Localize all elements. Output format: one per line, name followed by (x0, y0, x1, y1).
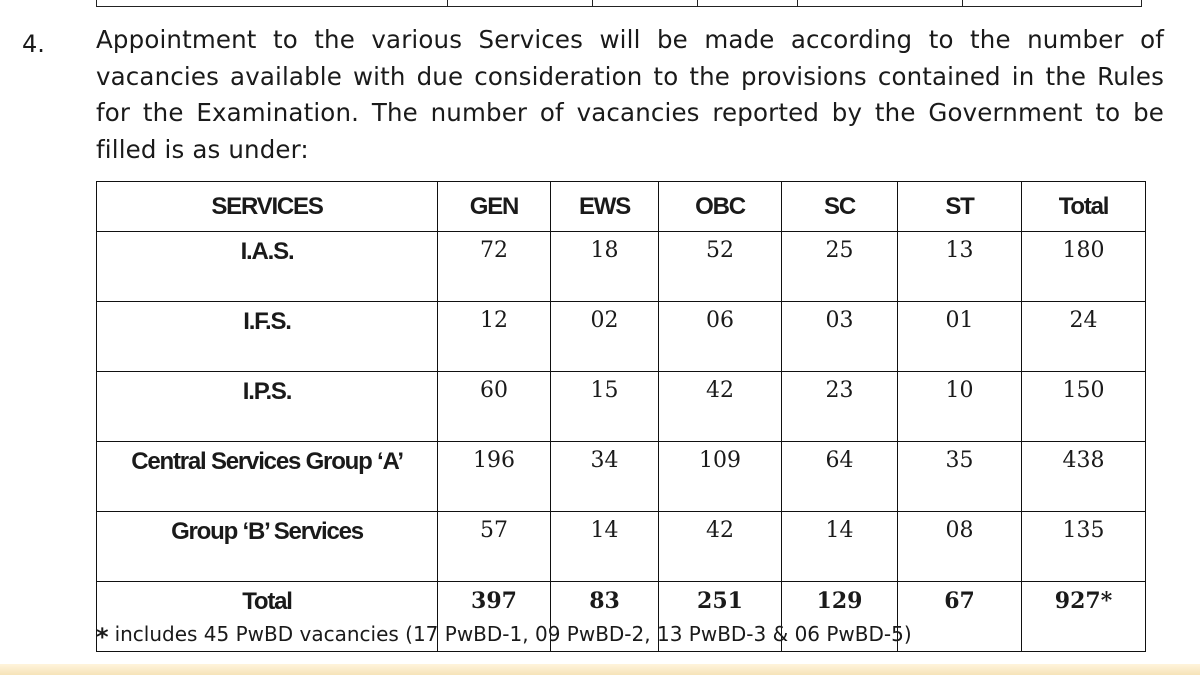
footnote: * includes 45 PwBD vacancies (17 PwBD-1, … (96, 620, 912, 651)
cell-sc: 64 (781, 441, 898, 512)
cell-sc: 23 (781, 371, 898, 442)
cell-gen: 60 (437, 371, 551, 442)
vacancies-table: SERVICES GEN EWS OBC SC ST Total I.A.S. … (96, 181, 1146, 652)
cell-sc: 14 (781, 511, 898, 582)
paragraph-number: 4. (22, 30, 45, 58)
cell-sc: 03 (781, 301, 898, 372)
total-obc: 251 (658, 581, 782, 652)
table-row: I.A.S. 72 18 52 25 13 180 (96, 231, 1146, 302)
header-services: SERVICES (96, 181, 438, 232)
header-total: Total (1021, 181, 1146, 232)
header-sc: SC (781, 181, 898, 232)
cell-obc: 109 (658, 441, 782, 512)
cell-gen: 196 (437, 441, 551, 512)
footnote-marker: * (96, 623, 109, 651)
header-gen: GEN (437, 181, 551, 232)
header-ews: EWS (550, 181, 659, 232)
cell-total: 438 (1021, 441, 1146, 512)
cell-obc: 06 (658, 301, 782, 372)
cell-total: 150 (1021, 371, 1146, 442)
cell-st: 01 (897, 301, 1022, 372)
total-gen: 397 (437, 581, 551, 652)
cell-gen: 72 (437, 231, 551, 302)
total-st: 67 (897, 581, 1022, 652)
total-label: Total (96, 581, 438, 652)
table-header-row: SERVICES GEN EWS OBC SC ST Total (96, 181, 1146, 232)
cell-total: 180 (1021, 231, 1146, 302)
cell-gen: 57 (437, 511, 551, 582)
table-row: Central Services Group ‘A’ 196 34 109 64… (96, 441, 1146, 512)
previous-table-bottom-edge (96, 0, 1142, 7)
cell-ews: 02 (550, 301, 659, 372)
header-st: ST (897, 181, 1022, 232)
service-name: Group ‘B’ Services (96, 511, 438, 582)
total-row: Total 397 83 251 129 67 927* (96, 581, 1146, 652)
total-sc: 129 (781, 581, 898, 652)
cell-st: 35 (897, 441, 1022, 512)
table-row: Group ‘B’ Services 57 14 42 14 08 135 (96, 511, 1146, 582)
cell-ews: 15 (550, 371, 659, 442)
service-name: I.F.S. (96, 301, 438, 372)
cell-gen: 12 (437, 301, 551, 372)
total-total: 927* (1021, 581, 1146, 652)
cell-obc: 42 (658, 371, 782, 442)
service-name: I.A.S. (96, 231, 438, 302)
cell-total: 135 (1021, 511, 1146, 582)
cell-ews: 34 (550, 441, 659, 512)
total-ews: 83 (550, 581, 659, 652)
cell-obc: 42 (658, 511, 782, 582)
cell-st: 13 (897, 231, 1022, 302)
footnote-text: includes 45 PwBD vacancies (17 PwBD-1, 0… (114, 622, 912, 646)
cell-total: 24 (1021, 301, 1146, 372)
service-name: Central Services Group ‘A’ (96, 441, 438, 512)
header-obc: OBC (658, 181, 782, 232)
table-row: I.P.S. 60 15 42 23 10 150 (96, 371, 1146, 442)
next-section-band (0, 664, 1200, 675)
cell-obc: 52 (658, 231, 782, 302)
cell-st: 08 (897, 511, 1022, 582)
cell-sc: 25 (781, 231, 898, 302)
cell-ews: 18 (550, 231, 659, 302)
service-name: I.P.S. (96, 371, 438, 442)
paragraph-text: Appointment to the various Services will… (96, 25, 1164, 164)
cell-st: 10 (897, 371, 1022, 442)
cell-ews: 14 (550, 511, 659, 582)
table-row: I.F.S. 12 02 06 03 01 24 (96, 301, 1146, 372)
